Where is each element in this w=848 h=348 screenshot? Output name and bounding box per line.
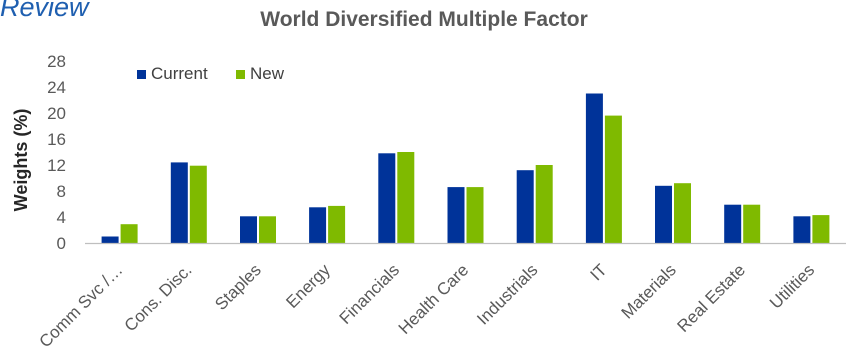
bar-new: [535, 165, 553, 243]
bar-new: [466, 187, 484, 243]
bar-new: [259, 216, 276, 243]
x-tick-label: Staples: [211, 260, 265, 314]
header-fragment: Review: [0, 0, 89, 22]
legend-swatch-current: [137, 70, 146, 79]
x-tick-label: Energy: [282, 260, 334, 312]
bar-current: [170, 162, 188, 243]
bar-current: [793, 216, 811, 243]
bar-new: [812, 215, 830, 243]
x-tick-label: Cons. Disc.: [121, 260, 196, 335]
x-tick-label: Financials: [336, 260, 404, 328]
bar-current: [240, 216, 257, 243]
y-tick-label: 4: [57, 208, 66, 227]
bar-new: [604, 115, 622, 243]
bar-new: [397, 152, 415, 243]
bar-new: [743, 204, 761, 243]
x-tick-label: Health Care: [395, 260, 473, 338]
legend-swatch-new: [236, 70, 245, 79]
bar-current: [378, 153, 396, 243]
bar-current: [655, 185, 672, 243]
y-tick-label: 12: [47, 156, 66, 175]
bar-current: [516, 170, 534, 243]
y-tick-label: 24: [47, 78, 66, 97]
bar-new: [120, 224, 138, 243]
y-axis-label: Weights (%): [11, 109, 31, 212]
y-tick-label: 16: [47, 130, 66, 149]
bar-new: [328, 205, 346, 243]
x-tick-label: Industrials: [473, 260, 541, 328]
bar-current: [309, 207, 327, 244]
bar-new: [674, 183, 691, 243]
y-tick-label: 8: [57, 182, 66, 201]
chart-title: World Diversified Multiple Factor: [260, 8, 588, 31]
bar-current: [447, 187, 465, 243]
x-tick-label: Utilities: [766, 260, 818, 312]
legend-label-new: New: [250, 64, 285, 83]
bar-current: [585, 93, 603, 243]
x-tick-label: IT: [587, 260, 611, 284]
x-tick-label: Comm Svc /…: [36, 260, 127, 348]
bar-new: [189, 165, 207, 243]
x-tick-label: Real Estate: [673, 260, 749, 336]
y-tick-label: 20: [47, 104, 66, 123]
y-tick-label: 0: [57, 234, 66, 253]
x-tick-label: Materials: [618, 260, 680, 322]
legend-label-current: Current: [151, 64, 208, 83]
bar-current: [101, 236, 119, 243]
y-tick-label: 28: [47, 52, 66, 71]
bar-current: [724, 204, 742, 243]
